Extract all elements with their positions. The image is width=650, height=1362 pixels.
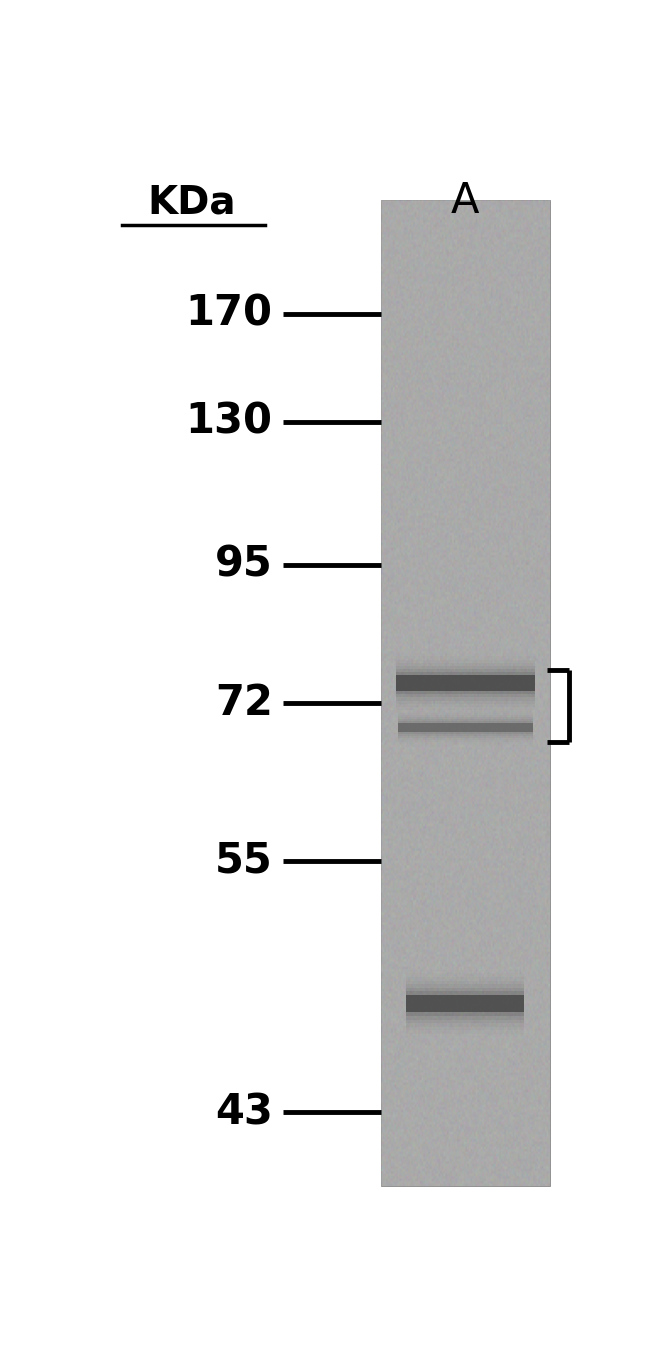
- Bar: [398, 719, 533, 737]
- Bar: [406, 985, 525, 1023]
- Text: 130: 130: [186, 400, 273, 443]
- Bar: [398, 720, 533, 734]
- Bar: [396, 669, 534, 697]
- Bar: [406, 977, 525, 1030]
- Bar: [396, 663, 534, 704]
- Text: 72: 72: [214, 682, 273, 725]
- Bar: [396, 676, 534, 691]
- Bar: [406, 987, 525, 1020]
- Bar: [406, 974, 525, 1034]
- Text: A: A: [451, 180, 479, 222]
- Bar: [406, 992, 525, 1016]
- Bar: [398, 716, 533, 738]
- Bar: [396, 673, 534, 695]
- Bar: [398, 711, 533, 744]
- Bar: [396, 666, 534, 700]
- Bar: [398, 708, 533, 746]
- Text: 170: 170: [186, 293, 273, 335]
- Bar: [396, 659, 534, 707]
- Bar: [406, 994, 525, 1012]
- Text: 95: 95: [215, 543, 273, 586]
- Bar: [396, 676, 534, 691]
- Text: KDa: KDa: [148, 184, 237, 222]
- Text: 55: 55: [215, 839, 273, 881]
- Text: 43: 43: [214, 1091, 273, 1133]
- Bar: [406, 970, 525, 1038]
- Bar: [398, 715, 533, 741]
- Bar: [406, 994, 525, 1012]
- Bar: [398, 712, 533, 742]
- Bar: [398, 723, 533, 733]
- Bar: [396, 656, 534, 710]
- Bar: [381, 200, 550, 1186]
- Bar: [406, 981, 525, 1027]
- Bar: [398, 723, 533, 733]
- Bar: [396, 654, 534, 714]
